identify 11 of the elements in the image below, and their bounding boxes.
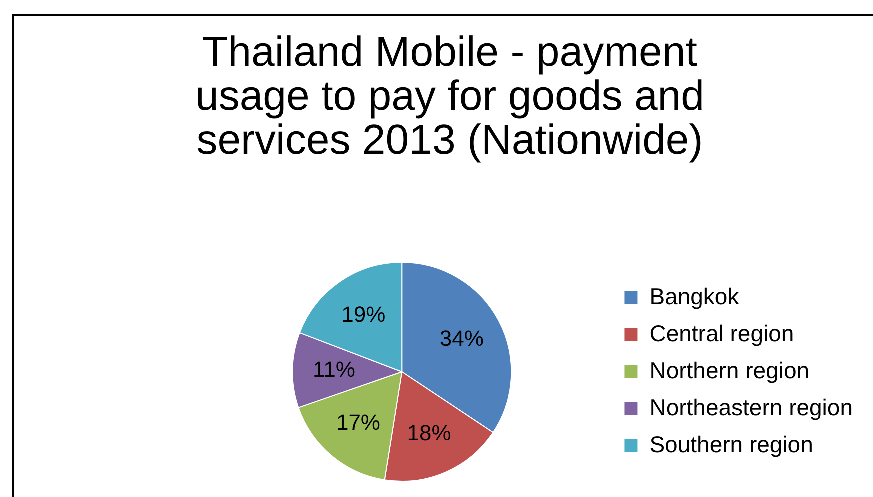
- data-label: 11%: [313, 356, 356, 382]
- legend-label: Bangkok: [650, 283, 740, 310]
- chart-title: Thailand Mobile - payment usage to pay for goods and services 2013 (Nationwide): [194, 28, 706, 163]
- data-label: 34%: [440, 326, 484, 351]
- legend-label: Northern region: [650, 357, 810, 384]
- data-label: 18%: [407, 420, 452, 446]
- legend-label: Central region: [650, 320, 794, 346]
- legend-label: Northeastern region: [650, 394, 854, 420]
- legend-label: Southern region: [650, 431, 814, 458]
- data-label: 17%: [336, 410, 380, 436]
- data-label: 19%: [342, 302, 386, 328]
